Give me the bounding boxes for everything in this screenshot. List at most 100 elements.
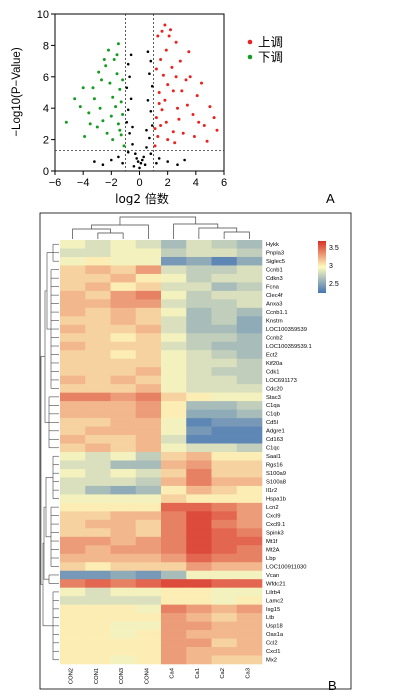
row-label: Spink3 xyxy=(266,530,284,536)
heatmap-cell xyxy=(110,358,137,368)
volcano-point-down xyxy=(118,128,122,132)
heatmap-cell xyxy=(135,290,162,300)
row-label: Cxcl1 xyxy=(266,649,281,655)
volcano-point-ns xyxy=(148,136,151,140)
row-label: Fcna xyxy=(266,285,280,291)
heatmap-cell xyxy=(110,468,137,478)
heatmap-cell xyxy=(236,536,263,546)
heatmap-cell xyxy=(60,502,86,512)
heatmap-cell xyxy=(60,392,86,402)
heatmap-cell xyxy=(135,341,162,351)
heatmap-cell xyxy=(161,290,187,300)
column-label: Ca2 xyxy=(220,668,226,679)
heatmap-cell xyxy=(211,511,238,521)
heatmap-cell xyxy=(211,282,238,292)
volcano-point-up xyxy=(154,67,158,71)
heatmap-cell xyxy=(161,536,187,546)
heatmap-cell xyxy=(186,519,212,529)
heatmap-cell xyxy=(85,452,111,461)
volcano-x-axis-label: log2 倍数 xyxy=(115,191,169,205)
volcano-point-down xyxy=(115,53,119,57)
heatmap-cell xyxy=(211,418,238,427)
heatmap-cell xyxy=(85,468,111,478)
heatmap-cell xyxy=(211,553,238,563)
heatmap-cell xyxy=(60,265,86,275)
heatmap-cell xyxy=(236,579,263,588)
heatmap-cell xyxy=(186,426,212,436)
heatmap-cell xyxy=(161,502,187,512)
heatmap-cell xyxy=(211,528,238,538)
row-label: Mx2 xyxy=(266,658,277,664)
heatmap-cell xyxy=(186,655,212,665)
row-label: Clec4f xyxy=(266,293,283,299)
heatmap-cell xyxy=(110,240,137,249)
heatmap-cell xyxy=(85,553,111,563)
heatmap-cell xyxy=(135,477,162,487)
heatmap-cell xyxy=(135,494,162,504)
heatmap-cell xyxy=(110,613,137,622)
heatmap-cell xyxy=(85,647,111,656)
heatmap-cell xyxy=(161,494,187,504)
row-dendrogram xyxy=(40,243,59,661)
heatmap-cell xyxy=(85,477,111,487)
heatmap-cell xyxy=(135,536,162,546)
volcano-point-ns xyxy=(129,97,133,101)
column-dendrogram xyxy=(72,216,250,239)
heatmap-cell xyxy=(236,545,263,555)
heatmap-cell xyxy=(110,494,137,504)
heatmap-cell xyxy=(211,375,238,385)
heatmap-cell xyxy=(161,435,187,444)
heatmap-cell xyxy=(236,562,263,572)
volcano-point-up xyxy=(160,108,164,112)
heatmap-cell xyxy=(135,426,162,436)
heatmap-cell xyxy=(211,240,238,249)
heatmap-cell xyxy=(161,384,187,393)
volcano-point-down xyxy=(111,138,115,142)
volcano-point-up xyxy=(163,98,167,102)
heatmap-cell xyxy=(60,485,86,495)
heatmap-cell xyxy=(211,384,238,393)
heatmap-cell xyxy=(161,477,187,487)
heatmap-cell xyxy=(85,392,111,402)
row-label: Mt2A xyxy=(266,547,280,553)
heatmap-cell xyxy=(60,621,86,631)
heatmap-cell xyxy=(211,367,238,376)
heatmap-cell xyxy=(186,587,212,597)
volcano-point-down xyxy=(100,78,103,82)
dendrogram-link xyxy=(198,227,238,239)
volcano-point-down xyxy=(95,125,99,129)
heatmap-cell xyxy=(236,621,263,631)
volcano-point-down xyxy=(73,97,77,101)
heatmap-cell xyxy=(60,647,86,656)
heatmap-cell xyxy=(135,511,162,521)
heatmap-cell xyxy=(135,316,162,326)
volcano-point-down xyxy=(81,86,85,90)
heatmap-cell xyxy=(60,630,86,639)
column-label: Ca4 xyxy=(170,667,176,678)
heatmap-cell xyxy=(211,587,238,597)
heatmap-cell xyxy=(85,596,111,605)
volcano-point-ns xyxy=(145,146,148,149)
heatmap-cell xyxy=(85,502,111,512)
volcano-point-up xyxy=(157,102,161,105)
heatmap-cell xyxy=(211,290,238,300)
heatmap-cell xyxy=(186,256,212,266)
volcano-point-down xyxy=(116,122,120,126)
heatmap-cell xyxy=(161,452,187,461)
volcano-point-down xyxy=(111,95,115,99)
heatmap-cell xyxy=(85,655,111,665)
heatmap-cell xyxy=(135,324,162,334)
colorbar-tick-label: 3 xyxy=(329,263,333,270)
heatmap-cell xyxy=(161,562,187,572)
y-tick-label: 2 xyxy=(43,135,49,147)
volcano-point-up xyxy=(170,65,174,69)
heatmap-cell xyxy=(60,528,86,538)
heatmap-cell xyxy=(211,460,238,470)
dendrogram-link xyxy=(43,506,49,580)
heatmap-cell xyxy=(186,621,212,631)
panel-label-b: B xyxy=(328,678,337,693)
heatmap-cell xyxy=(60,256,86,266)
row-label: Ltb xyxy=(266,615,274,621)
volcano-point-up xyxy=(173,141,177,145)
dendrogram-link xyxy=(223,231,250,239)
